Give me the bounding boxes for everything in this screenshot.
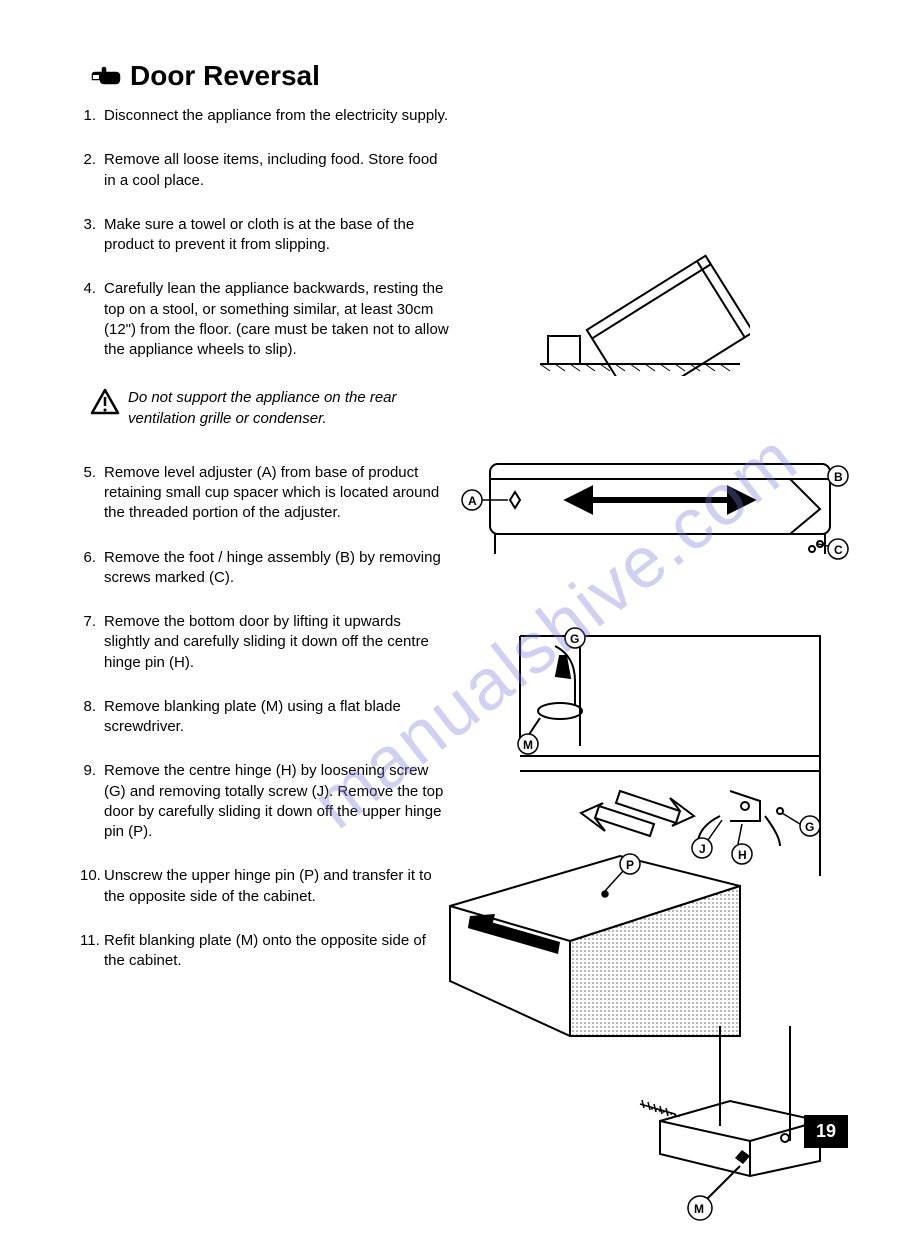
diagram-tilted-appliance xyxy=(530,236,750,381)
step-5: 5. Remove level adjuster (A) from base o… xyxy=(80,463,450,524)
svg-text:G: G xyxy=(805,820,814,834)
step-text: Remove the foot / hinge assembly (B) by … xyxy=(104,548,450,589)
step-number: 6. xyxy=(80,548,104,589)
warning-text: Do not support the appliance on the rear… xyxy=(128,388,450,429)
step-number: 3. xyxy=(80,215,104,256)
step-number: 9. xyxy=(80,761,104,842)
diagram-column: A B C xyxy=(470,106,848,995)
pointing-hand-icon xyxy=(90,64,122,88)
svg-text:B: B xyxy=(834,470,843,484)
step-text: Refit blanking plate (M) onto the opposi… xyxy=(104,931,450,972)
step-7: 7. Remove the bottom door by lifting it … xyxy=(80,612,450,673)
svg-text:M: M xyxy=(694,1202,704,1216)
svg-text:G: G xyxy=(570,632,579,646)
svg-text:A: A xyxy=(468,494,477,508)
step-text: Carefully lean the appliance backwards, … xyxy=(104,279,450,360)
svg-text:P: P xyxy=(626,858,634,872)
step-number: 5. xyxy=(80,463,104,524)
step-1: 1. Disconnect the appliance from the ele… xyxy=(80,106,450,126)
page-title: Door Reversal xyxy=(130,60,320,92)
step-text: Remove the centre hinge (H) by loosening… xyxy=(104,761,450,842)
step-number: 8. xyxy=(80,697,104,738)
step-10: 10. Unscrew the upper hinge pin (P) and … xyxy=(80,866,450,907)
step-text: Make sure a towel or cloth is at the bas… xyxy=(104,215,450,256)
step-9: 9. Remove the centre hinge (H) by loosen… xyxy=(80,761,450,842)
step-number: 11. xyxy=(80,931,104,972)
step-text: Remove level adjuster (A) from base of p… xyxy=(104,463,450,524)
step-number: 1. xyxy=(80,106,104,126)
diagram-base-arrows: A B C xyxy=(460,454,850,569)
svg-text:M: M xyxy=(523,738,533,752)
step-6: 6. Remove the foot / hinge assembly (B) … xyxy=(80,548,450,589)
warning-icon xyxy=(90,388,120,416)
text-column: 1. Disconnect the appliance from the ele… xyxy=(80,106,450,995)
step-text: Unscrew the upper hinge pin (P) and tran… xyxy=(104,866,450,907)
step-8: 8. Remove blanking plate (M) using a fla… xyxy=(80,697,450,738)
step-text: Remove all loose items, including food. … xyxy=(104,150,450,191)
title-row: Door Reversal xyxy=(90,60,848,92)
warning-note: Do not support the appliance on the rear… xyxy=(90,388,450,429)
diagram-top-panel: P xyxy=(440,846,750,1051)
step-4: 4. Carefully lean the appliance backward… xyxy=(80,279,450,360)
step-number: 2. xyxy=(80,150,104,191)
step-number: 10. xyxy=(80,866,104,907)
svg-text:C: C xyxy=(834,543,843,557)
content-row: 1. Disconnect the appliance from the ele… xyxy=(80,106,848,995)
step-2: 2. Remove all loose items, including foo… xyxy=(80,150,450,191)
step-number: 4. xyxy=(80,279,104,360)
step-11: 11. Refit blanking plate (M) onto the op… xyxy=(80,931,450,972)
step-3: 3. Make sure a towel or cloth is at the … xyxy=(80,215,450,256)
step-text: Disconnect the appliance from the electr… xyxy=(104,106,450,126)
step-text: Remove blanking plate (M) using a flat b… xyxy=(104,697,450,738)
step-number: 7. xyxy=(80,612,104,673)
step-text: Remove the bottom door by lifting it upw… xyxy=(104,612,450,673)
page-number: 19 xyxy=(804,1115,848,1148)
